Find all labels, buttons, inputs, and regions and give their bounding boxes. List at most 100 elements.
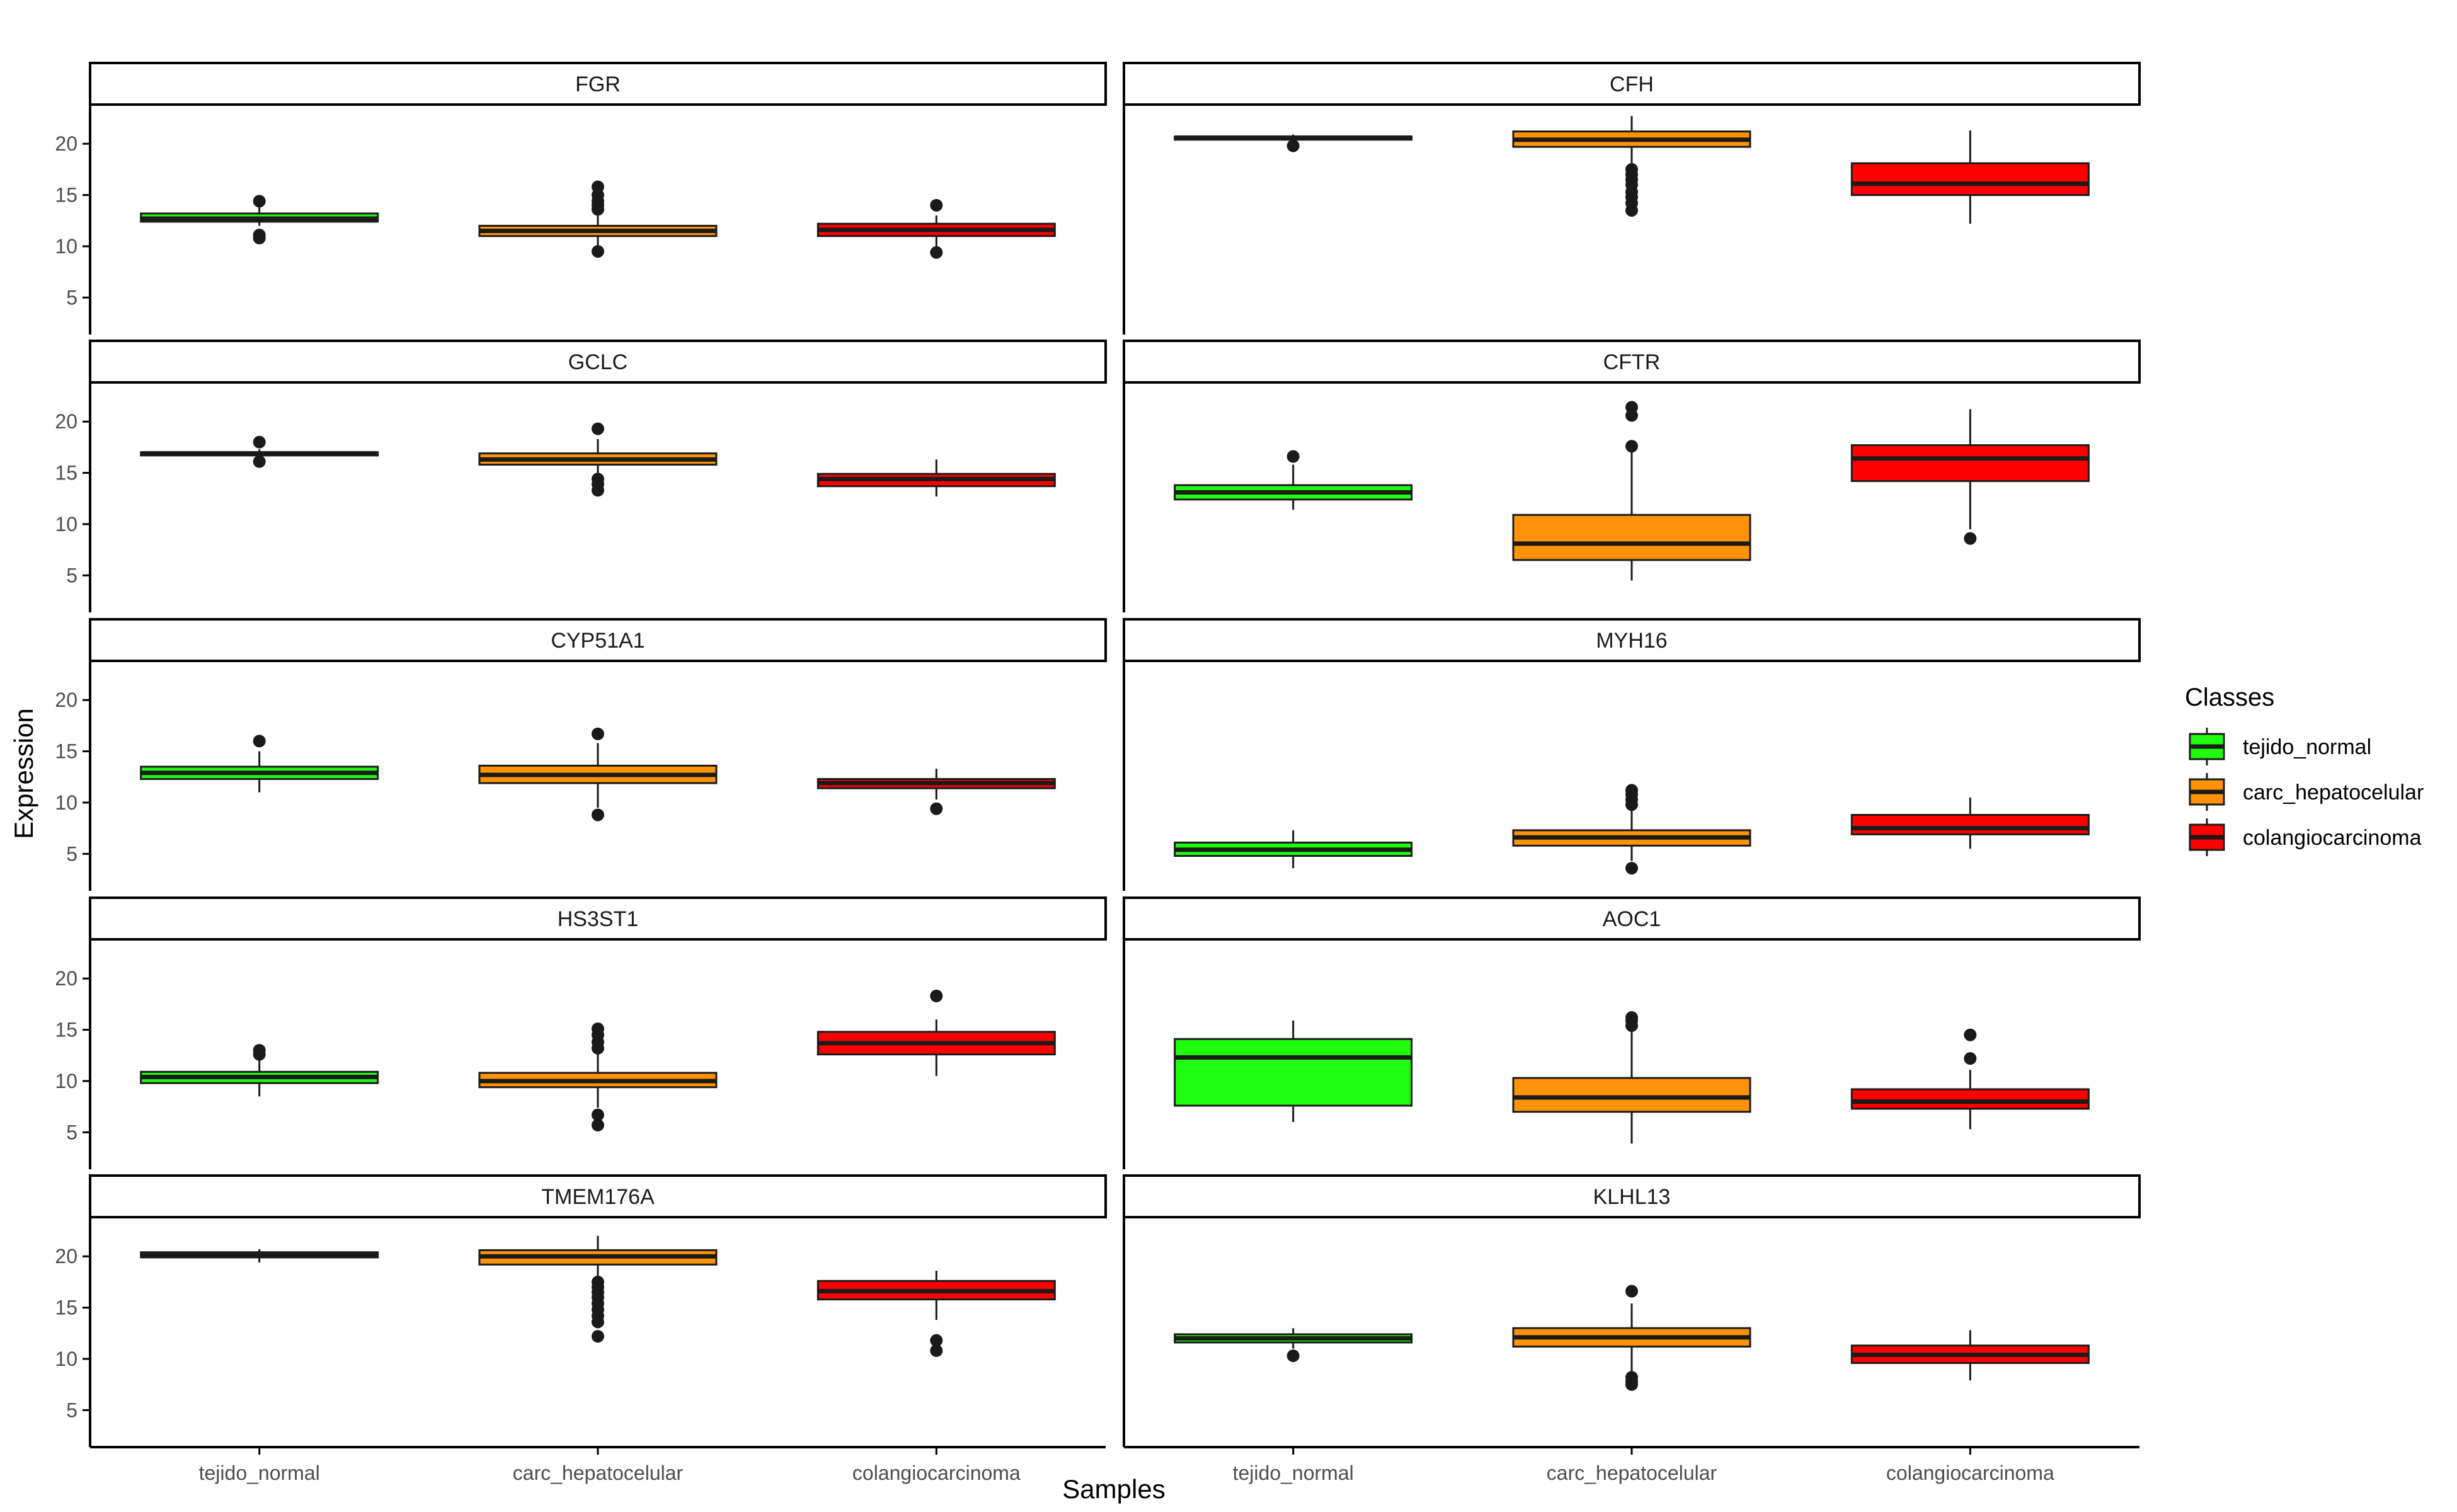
box-carc_hepatocelular bbox=[1512, 116, 1751, 217]
panel-strip bbox=[1123, 340, 2141, 384]
outlier-point bbox=[592, 1041, 604, 1055]
box-body bbox=[1512, 513, 1751, 561]
y-tick-label: 15 bbox=[55, 1019, 77, 1041]
panel-strip bbox=[89, 1174, 1107, 1218]
y-tick-label: 20 bbox=[55, 689, 77, 711]
panel-cfh: CFH bbox=[1123, 62, 2141, 335]
outlier-point bbox=[1625, 1378, 1638, 1391]
outlier-point bbox=[930, 989, 943, 1002]
box-body bbox=[1174, 1038, 1413, 1107]
y-tick-label: 20 bbox=[55, 1245, 77, 1268]
panel-title: MYH16 bbox=[1596, 629, 1667, 653]
panel-cftr: CFTR bbox=[1123, 340, 2141, 612]
legend-label: carc_hepatocelular bbox=[2243, 781, 2424, 805]
y-tick-label: 5 bbox=[66, 842, 77, 865]
y-tick-label: 10 bbox=[55, 1348, 77, 1370]
box-colangiocarcinoma bbox=[1850, 409, 2090, 545]
panel-strip bbox=[1123, 618, 2141, 662]
legend-items: tejido_normal carc_hepatocelular colangioc… bbox=[2189, 728, 2424, 856]
box-carc_hepatocelular bbox=[478, 1235, 718, 1343]
outlier-point bbox=[1964, 532, 1977, 545]
outlier-point bbox=[592, 245, 604, 258]
y-tick-label: 20 bbox=[55, 967, 77, 990]
box-colangiocarcinoma bbox=[816, 459, 1056, 497]
box-tejido_normal bbox=[140, 735, 379, 793]
box-colangiocarcinoma bbox=[1850, 1028, 2090, 1130]
panel-fgr: FGR 5 10 15 20 bbox=[55, 62, 1107, 335]
x-axis-title: Samples bbox=[1062, 1474, 1165, 1504]
legend-item-carc_hepatocelular: carc_hepatocelular bbox=[2189, 773, 2424, 811]
panel-hs3st1: HS3ST1 5 10 15 20 bbox=[55, 896, 1107, 1169]
box-colangiocarcinoma bbox=[1850, 797, 2090, 849]
panel-strip bbox=[89, 340, 1107, 384]
outlier-point bbox=[930, 802, 943, 815]
y-tick-label: 10 bbox=[55, 513, 77, 536]
box-body bbox=[1512, 1077, 1751, 1113]
box-carc_hepatocelular bbox=[1512, 1011, 1751, 1144]
outlier-point bbox=[1625, 409, 1638, 422]
box-carc_hepatocelular bbox=[478, 1022, 718, 1131]
legend-label: tejido_normal bbox=[2243, 735, 2371, 759]
box-colangiocarcinoma bbox=[1850, 130, 2090, 224]
legend: Classes tejido_normal carc_hepatocelularc… bbox=[2185, 684, 2424, 856]
panels-layer: FGR 5 10 15 20 CFH GCLC 5 10 15 20 CFTR CYP51A1 5 10 15… bbox=[55, 62, 2141, 1484]
panel-title: CFTR bbox=[1603, 350, 1661, 374]
outlier-point bbox=[253, 735, 266, 748]
outlier-point bbox=[592, 203, 604, 216]
panel-title: AOC1 bbox=[1603, 907, 1661, 931]
y-axis-title: Expression bbox=[9, 708, 38, 839]
y-tick-label: 10 bbox=[55, 235, 77, 258]
panel-title: CYP51A1 bbox=[551, 629, 644, 653]
panel-cyp51a1: CYP51A1 5 10 15 20 bbox=[55, 618, 1107, 891]
panel-title: HS3ST1 bbox=[558, 907, 639, 931]
panel-title: FGR bbox=[575, 72, 621, 96]
box-carc_hepatocelular bbox=[1512, 784, 1751, 875]
outlier-point bbox=[253, 455, 266, 468]
outlier-point bbox=[1964, 1052, 1977, 1065]
legend-item-colangiocarcinoma: colangiocarcinoma bbox=[2189, 818, 2422, 856]
box-carc_hepatocelular bbox=[478, 180, 718, 258]
x-tick-label: carc_hepatocelular bbox=[1547, 1462, 1717, 1484]
panel-strip bbox=[1123, 896, 2141, 941]
outlier-point bbox=[592, 1118, 604, 1131]
box-tejido_normal bbox=[140, 435, 379, 468]
outlier-point bbox=[930, 246, 943, 259]
outlier-point bbox=[592, 808, 604, 822]
outlier-point bbox=[592, 484, 604, 497]
box-colangiocarcinoma bbox=[816, 198, 1056, 259]
y-tick-label: 5 bbox=[66, 1121, 77, 1143]
panel-tmem176a: TMEM176A 5 10 15 20 tejido_normal carc_hepatoc… bbox=[55, 1174, 1107, 1484]
outlier-point bbox=[1625, 1285, 1638, 1298]
outlier-point bbox=[1286, 450, 1300, 463]
panel-strip bbox=[1123, 62, 2141, 106]
panel-strip bbox=[89, 896, 1107, 941]
box-colangiocarcinoma bbox=[816, 989, 1056, 1076]
panel-title: KLHL13 bbox=[1593, 1185, 1671, 1209]
y-tick-label: 5 bbox=[66, 564, 77, 587]
panel-strip bbox=[89, 62, 1107, 106]
outlier-point bbox=[930, 198, 943, 212]
outlier-point bbox=[1286, 139, 1300, 152]
box-tejido_normal bbox=[140, 1044, 379, 1097]
x-tick-label: colangiocarcinoma bbox=[1886, 1462, 2054, 1484]
y-tick-label: 15 bbox=[55, 1297, 77, 1319]
panel-title: TMEM176A bbox=[541, 1185, 655, 1209]
box-tejido_normal bbox=[1174, 1020, 1413, 1123]
x-tick-label: tejido_normal bbox=[1233, 1462, 1354, 1484]
box-colangiocarcinoma bbox=[816, 769, 1056, 815]
y-tick-label: 20 bbox=[55, 410, 77, 433]
panel-strip bbox=[89, 618, 1107, 662]
outlier-point bbox=[1625, 862, 1638, 875]
outlier-point bbox=[930, 1344, 943, 1357]
x-tick-label: carc_hepatocelular bbox=[513, 1462, 684, 1484]
panel-aoc1: AOC1 bbox=[1123, 896, 2141, 1169]
box-carc_hepatocelular bbox=[1512, 401, 1751, 581]
y-tick-label: 15 bbox=[55, 462, 77, 484]
box-tejido_normal bbox=[1174, 830, 1413, 869]
outlier-point bbox=[1625, 440, 1638, 453]
outlier-point bbox=[253, 195, 266, 208]
panel-myh16: MYH16 bbox=[1123, 618, 2141, 891]
y-tick-label: 20 bbox=[55, 132, 77, 155]
legend-title: Classes bbox=[2185, 684, 2274, 711]
